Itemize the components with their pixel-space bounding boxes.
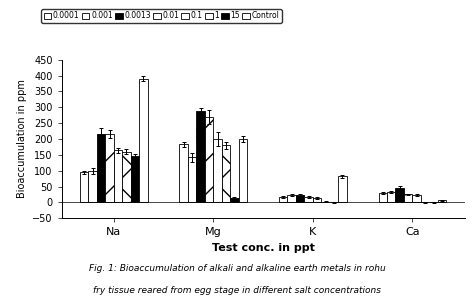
Legend: 0.0001, 0.001, 0.0013, 0.01, 0.1, 1, 15, Control: 0.0001, 0.001, 0.0013, 0.01, 0.1, 1, 15,… bbox=[42, 9, 282, 23]
Bar bbox=[196, 112, 205, 202]
Bar bbox=[395, 187, 404, 202]
Bar bbox=[105, 134, 114, 202]
Bar bbox=[88, 171, 97, 202]
Bar bbox=[139, 79, 147, 202]
Bar bbox=[213, 139, 222, 202]
Bar bbox=[296, 196, 304, 202]
Bar bbox=[313, 198, 321, 202]
Bar bbox=[304, 197, 313, 202]
Bar bbox=[131, 156, 139, 202]
Bar bbox=[222, 145, 230, 202]
X-axis label: Test conc. in ppt: Test conc. in ppt bbox=[211, 243, 315, 253]
Bar bbox=[379, 193, 387, 202]
Bar bbox=[338, 176, 346, 202]
Text: fry tissue reared from egg stage in different salt concentrations: fry tissue reared from egg stage in diff… bbox=[93, 286, 381, 295]
Bar bbox=[438, 200, 446, 202]
Bar bbox=[404, 194, 412, 202]
Bar bbox=[387, 192, 395, 202]
Y-axis label: Bioaccumulation in ppm: Bioaccumulation in ppm bbox=[17, 80, 27, 199]
Bar bbox=[80, 172, 88, 202]
Bar bbox=[114, 150, 122, 202]
Bar bbox=[279, 197, 287, 202]
Bar bbox=[188, 157, 196, 202]
Bar bbox=[205, 117, 213, 202]
Bar bbox=[230, 198, 239, 202]
Bar bbox=[122, 152, 131, 202]
Bar bbox=[180, 144, 188, 202]
Bar bbox=[412, 195, 421, 202]
Bar bbox=[239, 139, 247, 202]
Bar bbox=[97, 134, 105, 202]
Bar bbox=[287, 196, 296, 202]
Text: Fig. 1: Bioaccumulation of alkali and alkaline earth metals in rohu: Fig. 1: Bioaccumulation of alkali and al… bbox=[89, 264, 385, 273]
